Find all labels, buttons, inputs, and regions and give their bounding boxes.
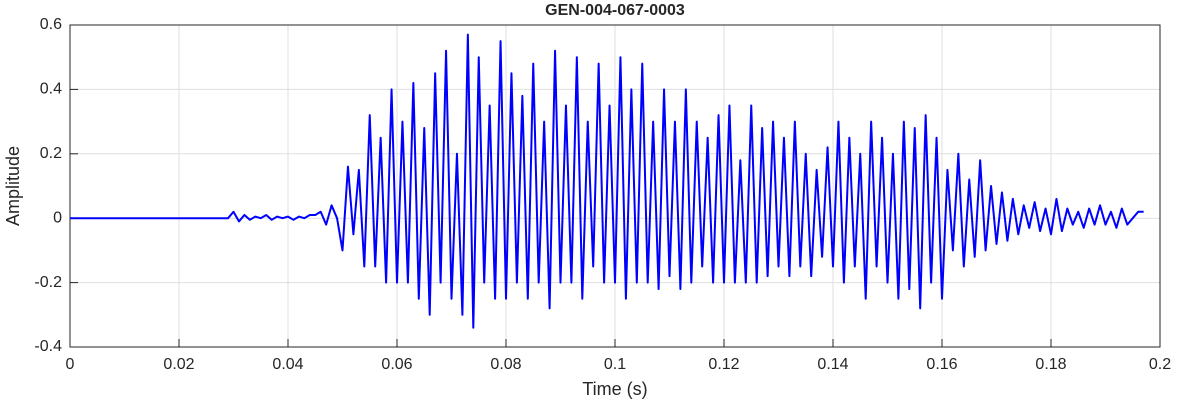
y-tick-label: 0.2: [40, 145, 62, 162]
x-tick-label: 0.02: [163, 356, 194, 373]
y-tick-label: -0.4: [34, 338, 62, 355]
plot-frame: [69, 24, 1161, 348]
y-tick-label: 0: [53, 209, 62, 226]
x-tick-label: 0.16: [926, 356, 957, 373]
x-tick-label: 0.2: [1149, 356, 1171, 373]
chart-title: GEN-004-067-0003: [545, 2, 685, 19]
y-tick-label: 0.6: [40, 16, 62, 33]
y-axis-label: Amplitude: [3, 146, 23, 226]
x-tick-label: 0.12: [708, 356, 739, 373]
waveform-line: [70, 33, 1144, 329]
y-tick-label: -0.2: [34, 274, 62, 291]
x-tick-label: 0.14: [817, 356, 848, 373]
x-tick-label: 0.04: [272, 356, 303, 373]
x-tick-label: 0: [66, 356, 75, 373]
x-tick-label: 0.08: [490, 356, 521, 373]
x-tick-label: 0.18: [1035, 356, 1066, 373]
x-tick-label: 0.1: [604, 356, 626, 373]
y-tick-label: 0.4: [40, 81, 62, 98]
x-axis-label: Time (s): [582, 379, 647, 399]
x-tick-label: 0.06: [381, 356, 412, 373]
